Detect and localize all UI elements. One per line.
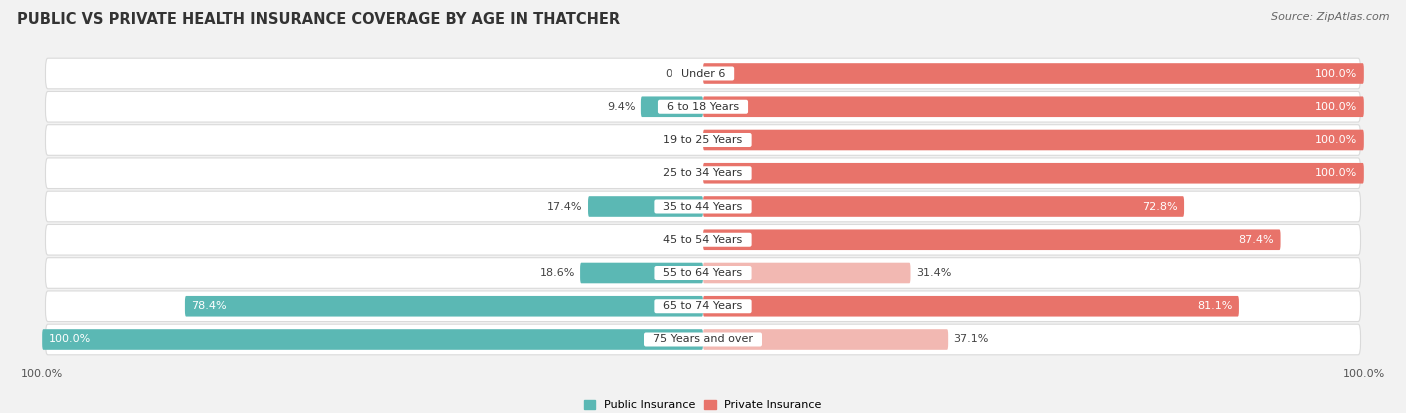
FancyBboxPatch shape: [588, 196, 703, 217]
Text: 19 to 25 Years: 19 to 25 Years: [657, 135, 749, 145]
FancyBboxPatch shape: [45, 158, 1361, 189]
Text: 55 to 64 Years: 55 to 64 Years: [657, 268, 749, 278]
Text: 100.0%: 100.0%: [1315, 135, 1357, 145]
FancyBboxPatch shape: [45, 258, 1361, 288]
FancyBboxPatch shape: [703, 163, 1364, 183]
Text: 100.0%: 100.0%: [1315, 168, 1357, 178]
Text: 87.4%: 87.4%: [1239, 235, 1274, 245]
FancyBboxPatch shape: [641, 97, 703, 117]
Text: 75 Years and over: 75 Years and over: [645, 335, 761, 344]
Text: 65 to 74 Years: 65 to 74 Years: [657, 301, 749, 311]
Text: 100.0%: 100.0%: [1315, 69, 1357, 78]
FancyBboxPatch shape: [703, 296, 1239, 316]
FancyBboxPatch shape: [45, 291, 1361, 322]
FancyBboxPatch shape: [45, 191, 1361, 222]
Text: 17.4%: 17.4%: [547, 202, 582, 211]
FancyBboxPatch shape: [703, 63, 1364, 84]
FancyBboxPatch shape: [45, 58, 1361, 89]
FancyBboxPatch shape: [45, 324, 1361, 355]
Text: Source: ZipAtlas.com: Source: ZipAtlas.com: [1271, 12, 1389, 22]
Text: 0.0%: 0.0%: [665, 235, 693, 245]
FancyBboxPatch shape: [703, 329, 948, 350]
Text: 0.0%: 0.0%: [665, 168, 693, 178]
Text: 6 to 18 Years: 6 to 18 Years: [659, 102, 747, 112]
Text: 81.1%: 81.1%: [1197, 301, 1232, 311]
FancyBboxPatch shape: [703, 130, 1364, 150]
Text: 45 to 54 Years: 45 to 54 Years: [657, 235, 749, 245]
FancyBboxPatch shape: [45, 125, 1361, 155]
FancyBboxPatch shape: [42, 329, 703, 350]
FancyBboxPatch shape: [703, 97, 1364, 117]
Text: 0.0%: 0.0%: [665, 69, 693, 78]
FancyBboxPatch shape: [703, 230, 1281, 250]
FancyBboxPatch shape: [45, 91, 1361, 122]
Text: 37.1%: 37.1%: [953, 335, 988, 344]
Legend: Public Insurance, Private Insurance: Public Insurance, Private Insurance: [579, 395, 827, 413]
Text: 100.0%: 100.0%: [1315, 102, 1357, 112]
FancyBboxPatch shape: [581, 263, 703, 283]
FancyBboxPatch shape: [703, 196, 1184, 217]
Text: 72.8%: 72.8%: [1142, 202, 1177, 211]
Text: 35 to 44 Years: 35 to 44 Years: [657, 202, 749, 211]
Text: 0.0%: 0.0%: [665, 135, 693, 145]
Text: 25 to 34 Years: 25 to 34 Years: [657, 168, 749, 178]
FancyBboxPatch shape: [45, 224, 1361, 255]
Text: 18.6%: 18.6%: [540, 268, 575, 278]
Text: Under 6: Under 6: [673, 69, 733, 78]
FancyBboxPatch shape: [703, 263, 911, 283]
Text: 31.4%: 31.4%: [915, 268, 952, 278]
Text: 100.0%: 100.0%: [49, 335, 91, 344]
Text: PUBLIC VS PRIVATE HEALTH INSURANCE COVERAGE BY AGE IN THATCHER: PUBLIC VS PRIVATE HEALTH INSURANCE COVER…: [17, 12, 620, 27]
Text: 78.4%: 78.4%: [191, 301, 228, 311]
Text: 9.4%: 9.4%: [607, 102, 636, 112]
FancyBboxPatch shape: [186, 296, 703, 316]
